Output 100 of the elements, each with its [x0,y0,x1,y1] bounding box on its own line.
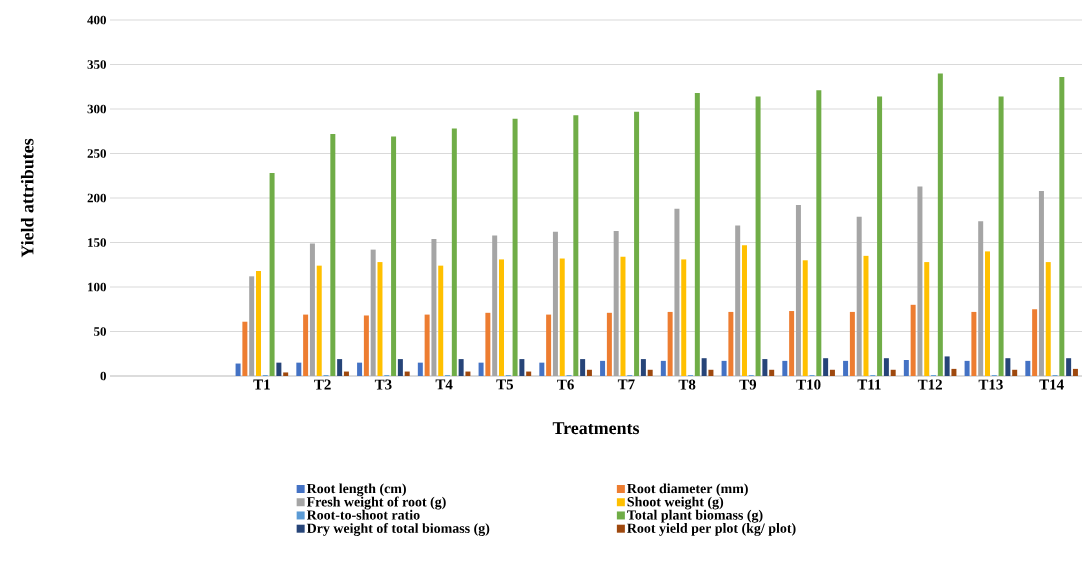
y-tick-label: 350 [87,60,106,69]
bar [1072,368,1078,376]
bar [863,255,869,376]
bar [1045,262,1051,376]
bar [944,356,950,376]
bar [795,205,801,376]
bar [552,231,558,376]
bar [917,186,923,376]
bar [235,363,241,376]
bar [1032,309,1038,376]
bar [849,311,855,376]
y-tick-label: 200 [87,193,106,203]
bar [242,321,248,376]
bar [823,358,829,376]
bar [924,262,930,376]
x-tick-label: T5 [496,379,514,390]
bar [769,369,775,376]
bar [984,251,990,376]
legend-label: Total plant biomass (g) [627,509,763,523]
bar [397,359,403,376]
x-tick-label: T6 [557,379,574,390]
bar [492,235,498,376]
bar [721,360,727,376]
bar [519,359,525,376]
x-tick-label: T2 [314,379,331,390]
y-tick-label: 400 [87,15,106,25]
bar [343,371,349,376]
bar [438,265,444,376]
bar [789,311,795,376]
bar [337,359,343,376]
bar [660,360,666,376]
bar [903,359,909,376]
x-tick-label: T4 [435,379,453,390]
bar [640,359,646,376]
bar [370,249,376,376]
bar [681,259,687,376]
bar [674,208,680,376]
bar [741,245,747,376]
y-tick-label: 300 [87,104,106,114]
y-tick-label: 100 [88,282,106,292]
bar [559,258,565,376]
bar [465,371,471,376]
bar [417,362,423,376]
bar [613,230,619,376]
bar [708,369,714,376]
bar [600,360,606,376]
bar [829,369,835,376]
bar [606,312,612,376]
x-tick-label: T3 [374,379,392,390]
bar [303,314,309,376]
y-axis-title: Yield attributes [20,138,34,258]
x-tick-label: T9 [739,379,757,390]
legend-label: Fresh weight of root (g) [306,496,446,510]
bar [498,259,504,376]
bar [1025,360,1031,376]
bar [586,369,592,376]
x-axis-title: Treatments [552,422,640,435]
bar [890,369,896,376]
bar [391,136,397,376]
legend-label: Shoot weight (g) [627,496,724,510]
bar [755,96,761,376]
bar [539,362,545,376]
bar [620,256,626,376]
bar [856,216,862,376]
bar [485,312,491,376]
bar [309,243,315,376]
legend-label: Root length (cm) [306,483,406,497]
bar [404,371,410,376]
bar [249,276,255,376]
bar [451,128,457,376]
bar [762,359,768,376]
bar [580,359,586,376]
bar [978,221,984,376]
bar [802,260,808,376]
bar [910,304,916,376]
legend-label: Root-to-shoot ratio [306,509,420,520]
bar [843,360,849,376]
bar [998,96,1004,376]
y-tick-label: 250 [87,149,106,158]
bar [816,90,822,376]
bar [1012,369,1018,376]
bar [1005,358,1011,376]
bar [701,358,707,376]
legend-label: Root yield per plot (kg/ plot) [627,523,796,536]
bar [526,371,532,376]
bar [877,96,883,376]
bar [546,314,552,376]
bar [937,73,943,376]
x-tick-label: T14 [1039,379,1064,390]
y-tick-label: 150 [88,238,106,247]
bar [647,369,653,376]
x-tick-label: T13 [978,379,1003,390]
y-tick-label: 50 [94,327,106,336]
bar [424,314,430,376]
bar [1038,190,1044,376]
bar [728,311,734,376]
bar [363,315,369,376]
bar [478,362,484,376]
x-tick-label: T1 [253,379,270,390]
x-tick-label: T7 [617,379,635,390]
